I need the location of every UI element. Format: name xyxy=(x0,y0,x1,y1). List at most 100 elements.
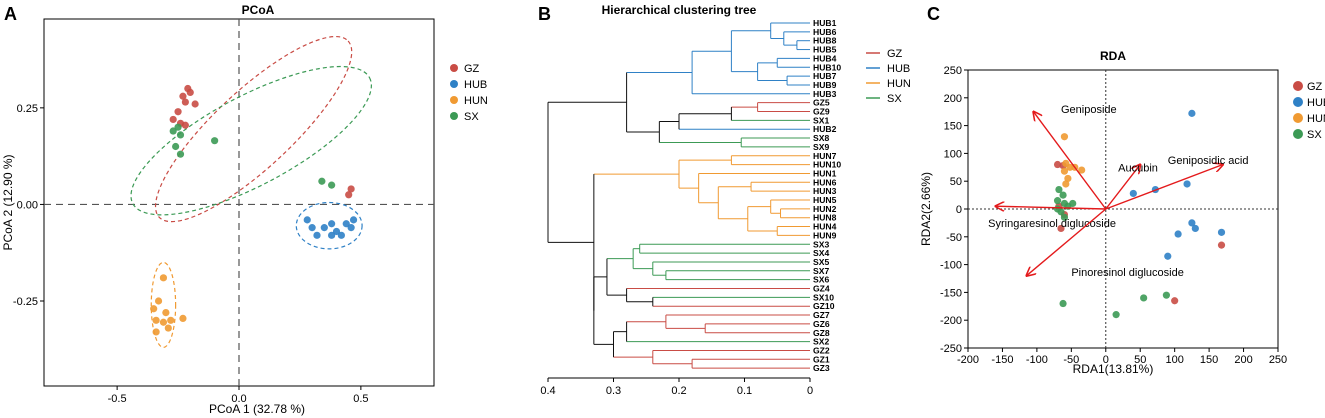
point-sx xyxy=(328,181,336,189)
y-tick-label: -50 xyxy=(946,232,962,244)
leaf-label: SX1 xyxy=(813,115,829,125)
x-axis-label: RDA1(13.81%) xyxy=(1073,362,1154,376)
point-hun xyxy=(1060,133,1069,141)
x-tick-label: 0.4 xyxy=(540,385,555,397)
point-hub xyxy=(1188,219,1196,227)
leaf-label: HUB5 xyxy=(813,45,837,55)
rda-legend-marker-hun xyxy=(1293,113,1303,123)
rda-legend-label: SX xyxy=(1307,129,1322,141)
leaf-label: HUN2 xyxy=(813,204,837,214)
panel-c: C RDA Geniposide Aucubin Geniposidic acid Sy… xyxy=(910,0,1325,418)
point-hub xyxy=(1174,230,1182,238)
leaf-label: HUN1 xyxy=(813,168,837,178)
arrow-label: Syringaresinol diglucoside xyxy=(988,218,1116,230)
loading-arrow xyxy=(1105,165,1140,210)
point-hub xyxy=(332,227,341,236)
rda-legend-label: GZ xyxy=(1307,81,1323,93)
point-gz xyxy=(1171,297,1179,305)
point-sx xyxy=(176,150,185,158)
leaf-label: HUN8 xyxy=(813,213,837,223)
x-tick-label: 0.3 xyxy=(606,385,621,397)
leaf-label: SX3 xyxy=(813,239,829,249)
leaf-label: GZ8 xyxy=(813,328,830,338)
ellipse-hub xyxy=(295,201,363,250)
y-tick-label: -150 xyxy=(940,287,962,299)
tree-legend-label: HUN xyxy=(887,78,910,90)
pcoa-chart: A PCoA -0.5 0.0 0.5 -0.25 0.00 0.25 PCoA 1 (32.… xyxy=(1,3,435,416)
y-tick-label: -200 xyxy=(940,315,962,327)
y-tick-label: -100 xyxy=(940,260,962,272)
point-hun xyxy=(1062,180,1070,188)
point-gz xyxy=(1217,241,1226,249)
panel-label-b: B xyxy=(538,4,551,24)
point-sx xyxy=(1059,191,1067,199)
leaf-label: HUN3 xyxy=(813,186,837,196)
leaf-label: GZ9 xyxy=(813,107,830,117)
point-hun xyxy=(162,309,170,317)
point-hun xyxy=(164,324,172,332)
x-tick-label: -150 xyxy=(991,354,1013,366)
point-hun xyxy=(159,274,168,282)
x-tick-label: 200 xyxy=(1234,354,1252,366)
point-hun xyxy=(154,297,163,305)
leaf-label: HUN4 xyxy=(813,222,837,232)
rda-legend-marker-sx xyxy=(1293,129,1303,139)
x-tick-label: 0.0 xyxy=(231,393,246,405)
leaf-label: GZ1 xyxy=(813,354,830,364)
point-hub xyxy=(342,220,350,228)
rda-chart: C RDA Geniposide Aucubin Geniposidic acid Sy… xyxy=(919,4,1325,376)
point-sx xyxy=(1055,185,1063,194)
point-gz xyxy=(181,121,189,129)
point-hub xyxy=(1129,189,1137,198)
point-hun xyxy=(150,305,158,313)
point-hub xyxy=(303,216,311,224)
leaf-label: HUB2 xyxy=(813,124,837,134)
point-hub xyxy=(1164,252,1172,260)
point-hub xyxy=(328,220,336,228)
leaf-label: SX9 xyxy=(813,142,829,152)
leaf-label: HUN5 xyxy=(813,195,837,205)
loading-arrow xyxy=(1105,165,1223,210)
point-sx xyxy=(1059,299,1067,308)
panel-label-c: C xyxy=(927,4,940,24)
point-hun xyxy=(1064,174,1072,183)
x-tick-label: 0.5 xyxy=(353,393,368,405)
point-sx xyxy=(1162,291,1170,299)
point-hub xyxy=(349,216,358,224)
tree-legend-label: SX xyxy=(887,93,902,105)
leaf-label: SX7 xyxy=(813,266,829,276)
leaf-label: GZ5 xyxy=(813,98,830,108)
point-sx xyxy=(318,177,326,185)
leaf-label: HUN7 xyxy=(813,151,837,161)
ellipse-sx xyxy=(130,65,372,216)
rda-legend-label: HUN xyxy=(1307,113,1325,125)
x-tick-label: 0 xyxy=(1103,354,1109,366)
x-tick-label: 150 xyxy=(1200,354,1218,366)
arrow-label: Geniposide xyxy=(1061,104,1117,116)
leaf-label: HUB3 xyxy=(813,89,837,99)
y-axis-label: PCoA 2 (12.90 %) xyxy=(1,154,15,250)
leaf-label: HUB6 xyxy=(813,27,837,37)
point-hub xyxy=(1183,180,1191,188)
point-gz xyxy=(1057,224,1065,233)
chart-title: Hierarchical clustering tree xyxy=(602,3,757,17)
point-gz xyxy=(347,185,355,193)
pcoa-legend-label: GZ xyxy=(464,63,480,75)
x-tick-label: -200 xyxy=(957,354,979,366)
y-tick-label: 0 xyxy=(956,204,962,216)
point-hun xyxy=(1060,167,1069,175)
y-tick-label: 0.00 xyxy=(17,199,38,211)
x-tick-label: 100 xyxy=(1165,354,1183,366)
point-gz xyxy=(181,98,189,106)
arrow-label: Aucubin xyxy=(1118,162,1158,174)
pcoa-legend-label: HUB xyxy=(464,79,487,91)
point-hub xyxy=(308,224,316,232)
point-sx xyxy=(176,131,185,139)
leaf-label: HUB9 xyxy=(813,80,837,90)
x-tick-label: 50 xyxy=(1134,354,1146,366)
leaf-label: GZ7 xyxy=(813,310,830,320)
arrow-label: Pinoresinol diglucoside xyxy=(1071,267,1184,279)
loading-arrow xyxy=(1027,208,1107,276)
pcoa-legend-label: SX xyxy=(464,111,479,123)
point-sx xyxy=(1060,213,1069,221)
